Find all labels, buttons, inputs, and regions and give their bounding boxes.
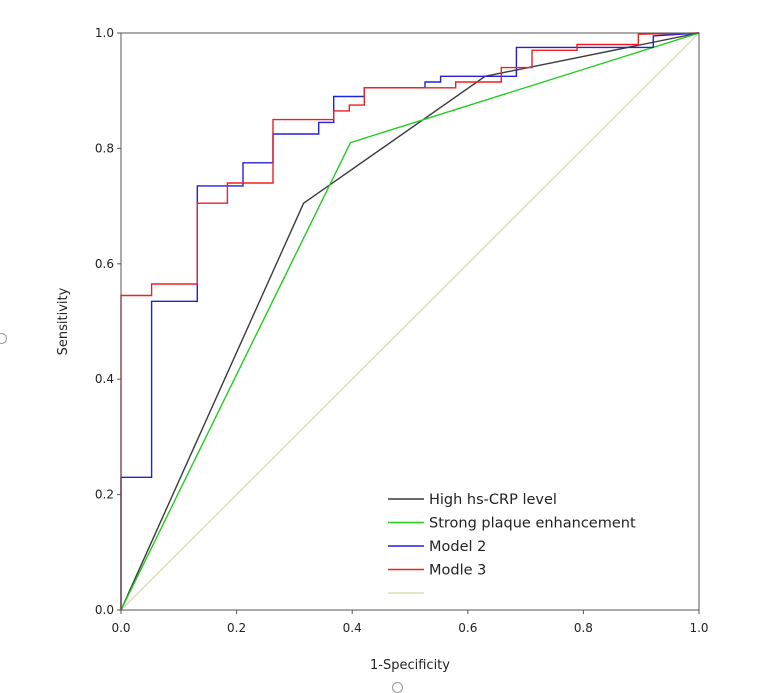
x-tick-label: 0.8 [574, 621, 593, 635]
resize-handle-left[interactable] [0, 333, 7, 344]
series-line-model-2 [120, 32, 700, 610]
x-tick-label: 0.6 [458, 621, 477, 635]
y-tick-label: 0.6 [95, 257, 114, 271]
x-axis-title: 1-Specificity [370, 658, 450, 673]
series-line-strong-plaque-enhancement [120, 32, 700, 611]
tick-labels: 0.0 0.2 0.4 0.6 0.8 1.0 0.0 0.2 0.4 0.6 0.8 1.0 [95, 26, 709, 635]
y-tick-label: 1.0 [95, 26, 114, 40]
legend: High hs-CRP level Strong plaque enhanceme… [388, 492, 636, 594]
y-tick-label: 0.4 [95, 372, 114, 386]
legend-label-model-2: Model 2 [429, 539, 486, 555]
x-tick-label: 0.2 [227, 621, 246, 635]
series-line-high-hs-crp-level [120, 32, 700, 611]
legend-label-modle-3: Modle 3 [429, 563, 486, 579]
axis-ticks [117, 32, 700, 614]
legend-label-high-hs-crp-level: High hs-CRP level [429, 492, 557, 508]
y-tick-label: 0.0 [95, 603, 114, 617]
legend-label-strong-plaque-enhancement: Strong plaque enhancement [429, 516, 636, 532]
series-line-modle-3 [120, 32, 700, 610]
resize-handle-bottom[interactable] [392, 682, 403, 693]
y-tick-label: 0.8 [95, 141, 114, 155]
plot-frame [120, 32, 700, 611]
y-axis-title: Sensitivity [56, 287, 71, 355]
series-lines [120, 32, 700, 611]
series-line-reference-diagonal [120, 32, 700, 611]
x-tick-label: 0.4 [343, 621, 362, 635]
y-tick-label: 0.2 [95, 488, 114, 502]
x-tick-label: 1.0 [689, 621, 708, 635]
x-tick-label: 0.0 [111, 621, 130, 635]
